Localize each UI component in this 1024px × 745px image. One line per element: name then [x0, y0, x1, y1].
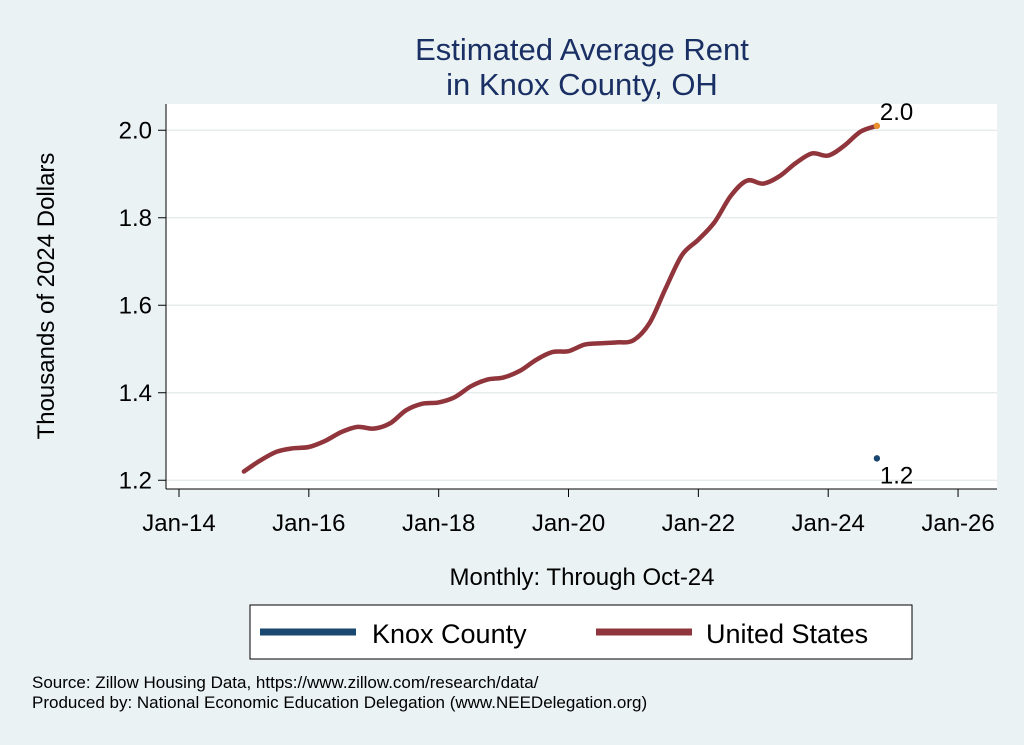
produced-by-note: Produced by: National Economic Education…: [32, 693, 648, 712]
y-tick-label: 1.4: [119, 380, 152, 407]
axes: 1.2 1.4 1.6 1.8 2.0 Jan-14 Jan-16 Jan-18 Jan-20 J…: [119, 104, 997, 537]
series: 2.0 1.2: [241, 99, 913, 489]
x-tick-label: Jan-20: [532, 510, 605, 537]
knox-county-end-label: 1.2: [880, 462, 913, 489]
knox-county-point: [873, 455, 881, 462]
x-tick-label: Jan-14: [142, 510, 215, 537]
y-tick-label: 1.6: [119, 292, 152, 319]
us-end-label: 2.0: [880, 99, 913, 126]
x-tick-label: Jan-26: [921, 510, 994, 537]
chart-title-line-1: Estimated Average Rent: [415, 32, 749, 67]
x-axis-label: Monthly: Through Oct-24: [449, 564, 714, 591]
y-tick-label: 1.2: [119, 467, 152, 494]
grid-lines: [166, 129, 997, 481]
us-rent-line: [241, 123, 880, 474]
source-note: Source: Zillow Housing Data, https://www…: [32, 673, 539, 692]
x-tick-label: Jan-24: [792, 510, 865, 537]
y-tick-label: 1.8: [119, 205, 152, 232]
chart-title-line-2: in Knox County, OH: [446, 67, 718, 102]
legend-box: [249, 604, 913, 660]
legend: Knox County United States: [249, 604, 913, 660]
y-tick-label: 2.0: [119, 117, 152, 144]
legend-label-knox-county: Knox County: [372, 619, 527, 649]
y-axis-label: Thousands of 2024 Dollars: [33, 153, 60, 440]
x-tick-label: Jan-16: [272, 510, 345, 537]
x-tick-label: Jan-22: [662, 510, 735, 537]
x-tick-label: Jan-18: [402, 510, 475, 537]
legend-label-united-states: United States: [706, 619, 868, 649]
plot-area: [166, 104, 997, 489]
us-end-point: [873, 122, 881, 130]
